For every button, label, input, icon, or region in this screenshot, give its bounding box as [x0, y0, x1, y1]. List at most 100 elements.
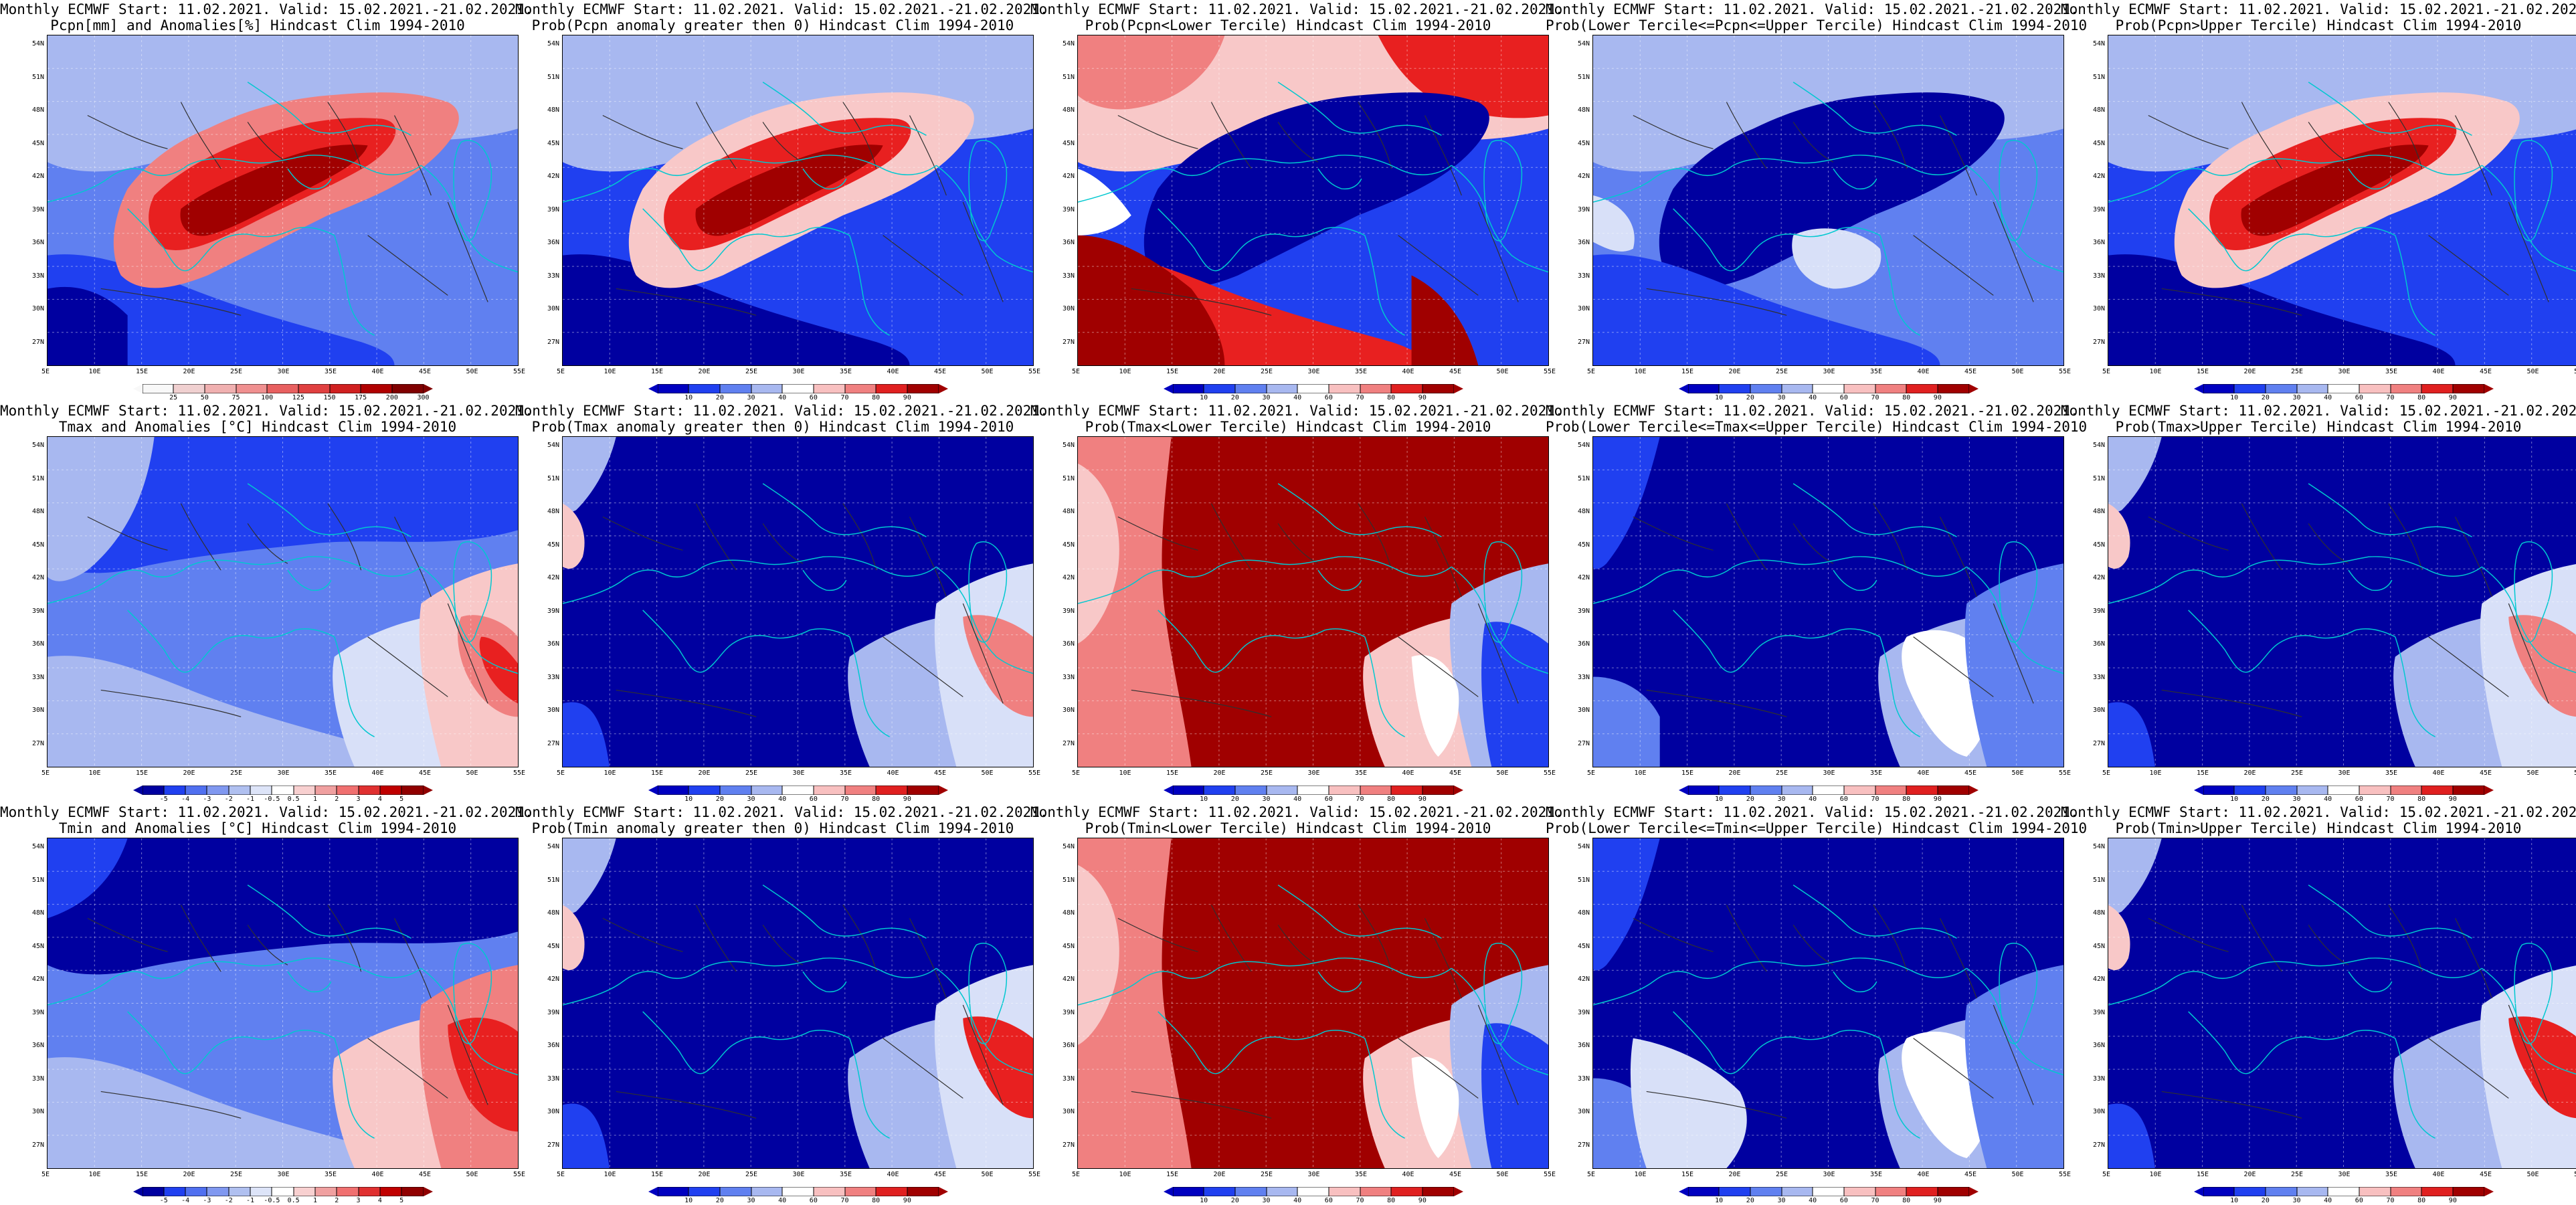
contour-line [1633, 917, 1714, 952]
colorbar-segment [1875, 785, 1907, 795]
map-field [1078, 35, 1548, 365]
lon-tick-label: 30E [1307, 368, 1320, 375]
map-area [1077, 838, 1549, 1169]
colorbar-segment [185, 1187, 207, 1196]
lat-tick-label: 36N [2093, 239, 2106, 246]
colorbar-labels: 10 20 30 40 60 70 80 90 [2203, 394, 2484, 402]
colorbar [1678, 384, 1979, 393]
coastline [127, 1011, 218, 1075]
colorbar-tick-label: -4 [181, 1197, 190, 1204]
lat-tick-label: 45N [1063, 942, 1075, 950]
colorbar-segment [2234, 785, 2266, 795]
lon-tick-label: 40E [371, 1171, 384, 1178]
colorbar-segment [782, 785, 814, 795]
colorbar-tick-label: 10 [1200, 796, 1208, 803]
colorbar-left-arrow [1163, 384, 1173, 393]
map-title-line-1: Monthly ECMWF Start: 11.02.2021. Valid: … [1546, 804, 2079, 820]
colorbar-segment [2452, 785, 2484, 795]
lon-tick-label: 15E [1166, 368, 1179, 375]
map-field [563, 838, 1033, 1168]
colorbar-segment [329, 384, 361, 393]
lon-tick-label: 15E [651, 368, 664, 375]
colorbar-labels: 10 20 30 40 60 70 80 90 [658, 796, 939, 804]
lon-tick-label: 35E [840, 1171, 852, 1178]
colorbar-segment [1875, 1187, 1907, 1196]
lon-tick-label: 15E [2197, 769, 2209, 777]
lon-tick-label: 40E [1917, 368, 1930, 375]
map-field [48, 838, 518, 1168]
contour-line [842, 102, 877, 169]
coastline [1966, 967, 2063, 1076]
lon-tick-label: 35E [2385, 368, 2398, 375]
coastline [1673, 1011, 1764, 1075]
colorbar-segment [391, 384, 424, 393]
colorbar-segment [688, 1187, 720, 1196]
contour-line [393, 517, 432, 597]
coastline [420, 165, 518, 273]
lon-tick-label: 45E [1449, 769, 1462, 777]
coastline [802, 569, 847, 591]
colorbar-tick-label: 90 [1418, 1197, 1427, 1204]
coastline [1317, 971, 1362, 993]
colorbar-tick-label: 60 [2355, 394, 2363, 401]
lon-tick-label: 45E [2480, 1171, 2492, 1178]
colorbar-segment [1360, 785, 1392, 795]
colorbar-right-arrow [938, 1187, 948, 1196]
lon-tick-label: 15E [1166, 1171, 1179, 1178]
lon-tick-label: 40E [1402, 1171, 1414, 1178]
contour-line [2388, 102, 2423, 169]
contour-line [1993, 201, 2034, 302]
lat-tick-label: 54N [2093, 843, 2106, 850]
map-area [2108, 838, 2576, 1169]
colorbar-segment [1328, 785, 1360, 795]
lon-tick-label: 5E [41, 1171, 50, 1178]
map-area [1077, 436, 1549, 767]
contour-line [842, 503, 877, 571]
lat-tick-label: 54N [1063, 442, 1075, 449]
lat-tick-label: 30N [2093, 1108, 2106, 1115]
field-region [1593, 676, 1660, 767]
coastline [287, 971, 332, 993]
field-region [1411, 655, 1459, 757]
contour-line [327, 102, 362, 169]
colorbar-segment [1172, 785, 1204, 795]
coastline [1673, 208, 1764, 272]
colorbar-tick-label: 20 [1746, 796, 1754, 803]
lon-tick-label: 20E [1213, 769, 1226, 777]
colorbar-segment [907, 785, 939, 795]
coastline [642, 208, 733, 272]
lon-tick-label: 55E [1544, 368, 1556, 375]
colorbar-segment [1297, 384, 1329, 393]
colorbar-segment [1781, 785, 1813, 795]
contour-line [1993, 1004, 2034, 1105]
lon-tick-label: 25E [1261, 368, 1273, 375]
colorbar-tick-label: 20 [2261, 796, 2270, 803]
map-title-line-2: Prob(Lower Tercile<=Pcpn<=Upper Tercile)… [1546, 17, 2088, 33]
field-region [1078, 169, 1131, 236]
map-area [47, 436, 519, 767]
lon-tick-label: 50E [2011, 368, 2024, 375]
lat-tick-label: 48N [1063, 508, 1075, 515]
lat-tick-label: 33N [1578, 673, 1590, 681]
coastline [2188, 208, 2279, 272]
contour-line [393, 115, 432, 196]
lat-tick-label: 27N [1578, 338, 1590, 346]
lat-tick-label: 33N [2093, 272, 2106, 280]
field-region [695, 145, 883, 236]
lat-tick-label: 48N [547, 106, 560, 114]
colorbar-right-arrow [2484, 384, 2494, 393]
contour-line [1993, 603, 2034, 704]
lon-tick-label: 45E [419, 1171, 432, 1178]
contour-line [2161, 689, 2302, 717]
lon-tick-label: 55E [2574, 1171, 2576, 1178]
lat-tick-label: 39N [32, 205, 45, 213]
colorbar [2193, 384, 2494, 393]
caspian-coastline [2514, 140, 2553, 242]
contour-line [695, 503, 737, 571]
colorbar [648, 1187, 948, 1196]
coastline [849, 636, 890, 737]
colorbar-right-arrow [423, 785, 433, 795]
contour-line [2241, 102, 2282, 169]
field-region [448, 1018, 518, 1132]
contour-line [1633, 114, 1714, 149]
